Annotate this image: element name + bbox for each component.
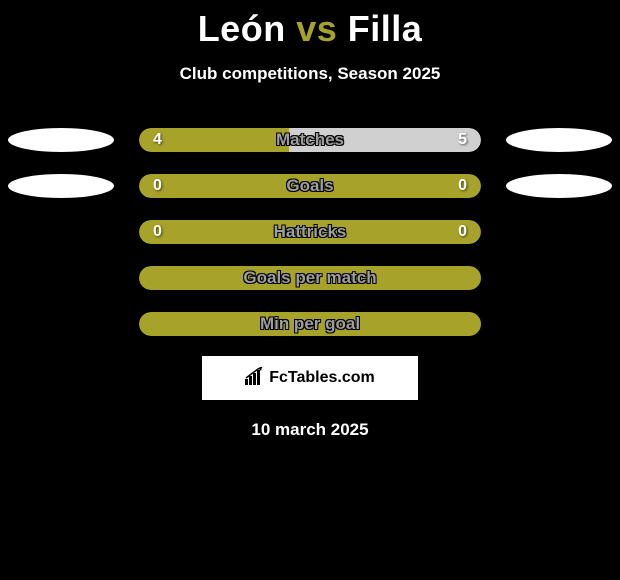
right-ellipse	[506, 174, 612, 198]
stat-right-value: 0	[458, 223, 467, 241]
stats-container: 4 5 Matches 0 0 Goals 0 0 Hattricks Goals per mat…	[0, 128, 620, 336]
stat-left-value: 0	[153, 177, 162, 195]
stat-right-value: 5	[458, 131, 467, 149]
chart-icon	[245, 367, 265, 390]
left-ellipse	[8, 174, 114, 198]
stat-bar: 0 0 Hattricks	[139, 220, 481, 244]
stat-row: Goals per match	[0, 266, 620, 290]
stat-row: Min per goal	[0, 312, 620, 336]
comparison-title: León vs Filla	[0, 0, 620, 50]
vs-text: vs	[296, 8, 337, 49]
stat-label: Goals per match	[243, 268, 376, 288]
stat-label: Goals	[286, 176, 333, 196]
brand-box: FcTables.com	[202, 356, 418, 400]
stat-bar: Min per goal	[139, 312, 481, 336]
stat-label: Hattricks	[274, 222, 347, 242]
brand-inner: FcTables.com	[245, 367, 375, 390]
stat-right-value: 0	[458, 177, 467, 195]
player2-name: Filla	[348, 8, 423, 49]
stat-row: 0 0 Hattricks	[0, 220, 620, 244]
date-line: 10 march 2025	[0, 420, 620, 440]
stat-row: 0 0 Goals	[0, 174, 620, 198]
stat-fill-right	[310, 174, 481, 198]
stat-label: Matches	[276, 130, 344, 150]
right-ellipse	[506, 128, 612, 152]
stat-bar: 0 0 Goals	[139, 174, 481, 198]
subtitle: Club competitions, Season 2025	[0, 64, 620, 84]
stat-bar: 4 5 Matches	[139, 128, 481, 152]
player1-name: León	[198, 8, 286, 49]
stat-fill-left	[139, 174, 310, 198]
stat-left-value: 0	[153, 223, 162, 241]
stat-bar: Goals per match	[139, 266, 481, 290]
brand-text: FcTables.com	[269, 369, 375, 387]
stat-row: 4 5 Matches	[0, 128, 620, 152]
stat-left-value: 4	[153, 131, 162, 149]
stat-label: Min per goal	[260, 314, 360, 334]
left-ellipse	[8, 128, 114, 152]
